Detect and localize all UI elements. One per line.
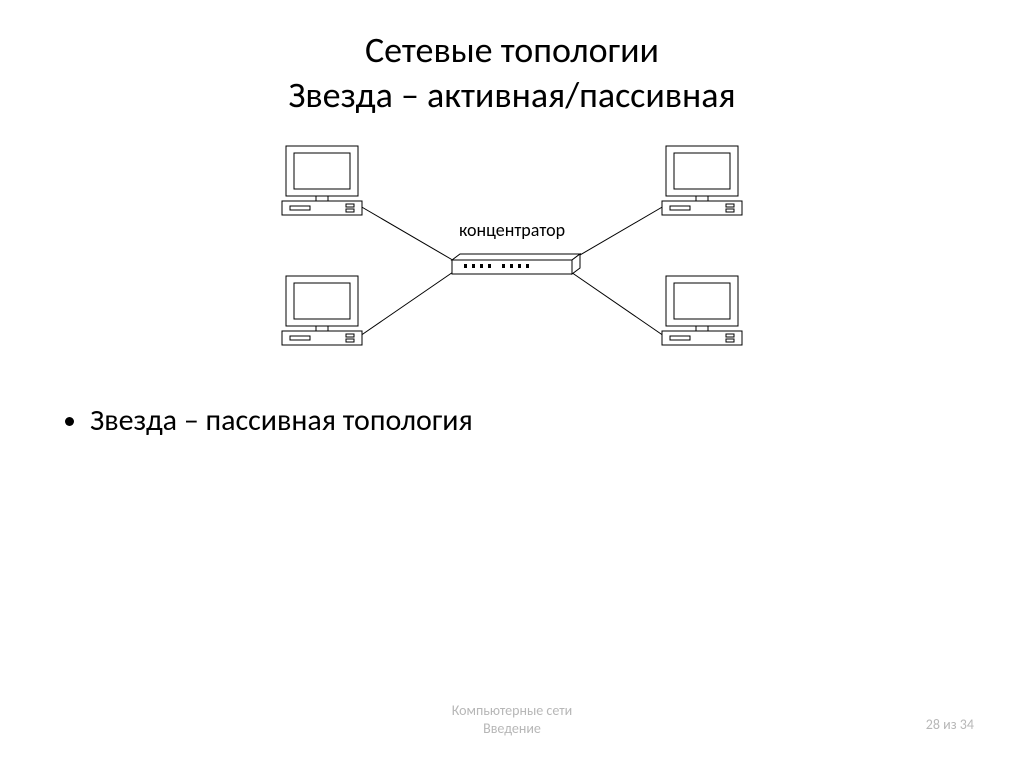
computer-tr xyxy=(662,146,742,215)
computer-br xyxy=(662,276,742,345)
slide: Сетевые топологии Звезда – активная/пасс… xyxy=(0,0,1024,767)
diagram-svg: концентратор xyxy=(242,136,782,366)
computer-tl xyxy=(282,146,362,215)
hub-icon xyxy=(452,254,580,274)
edge-tr xyxy=(568,206,664,262)
edge-bl xyxy=(360,270,456,336)
bullet-item: Звезда – пассивная топология xyxy=(90,402,964,439)
page-total: 34 xyxy=(960,716,974,733)
bullet-list: Звезда – пассивная топология xyxy=(60,402,964,439)
title-line-1: Сетевые топологии xyxy=(60,28,964,73)
page-sep: из xyxy=(940,716,960,733)
edge-tl xyxy=(360,206,456,262)
hub-label: концентратор xyxy=(459,219,565,241)
footer-line-1: Компьютерные сети xyxy=(0,702,1024,720)
computer-bl xyxy=(282,276,362,345)
footer: Компьютерные сети Введение xyxy=(0,702,1024,737)
title-line-2: Звезда – активная/пассивная xyxy=(60,73,964,118)
footer-line-2: Введение xyxy=(0,720,1024,738)
page-number: 28 из 34 xyxy=(926,716,974,733)
slide-title: Сетевые топологии Звезда – активная/пасс… xyxy=(60,28,964,118)
star-topology-diagram: концентратор xyxy=(242,136,782,366)
edge-br xyxy=(568,270,664,336)
page-current: 28 xyxy=(926,716,940,733)
